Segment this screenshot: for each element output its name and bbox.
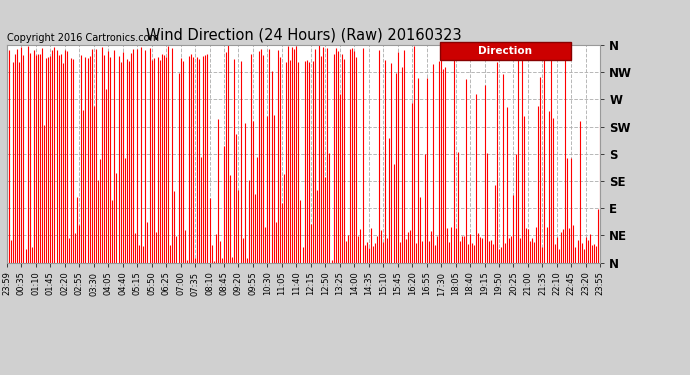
- Title: Wind Direction (24 Hours) (Raw) 20160323: Wind Direction (24 Hours) (Raw) 20160323: [146, 27, 462, 42]
- Text: Direction: Direction: [478, 46, 533, 56]
- FancyBboxPatch shape: [440, 42, 571, 60]
- Text: Copyright 2016 Cartronics.com: Copyright 2016 Cartronics.com: [7, 33, 159, 43]
